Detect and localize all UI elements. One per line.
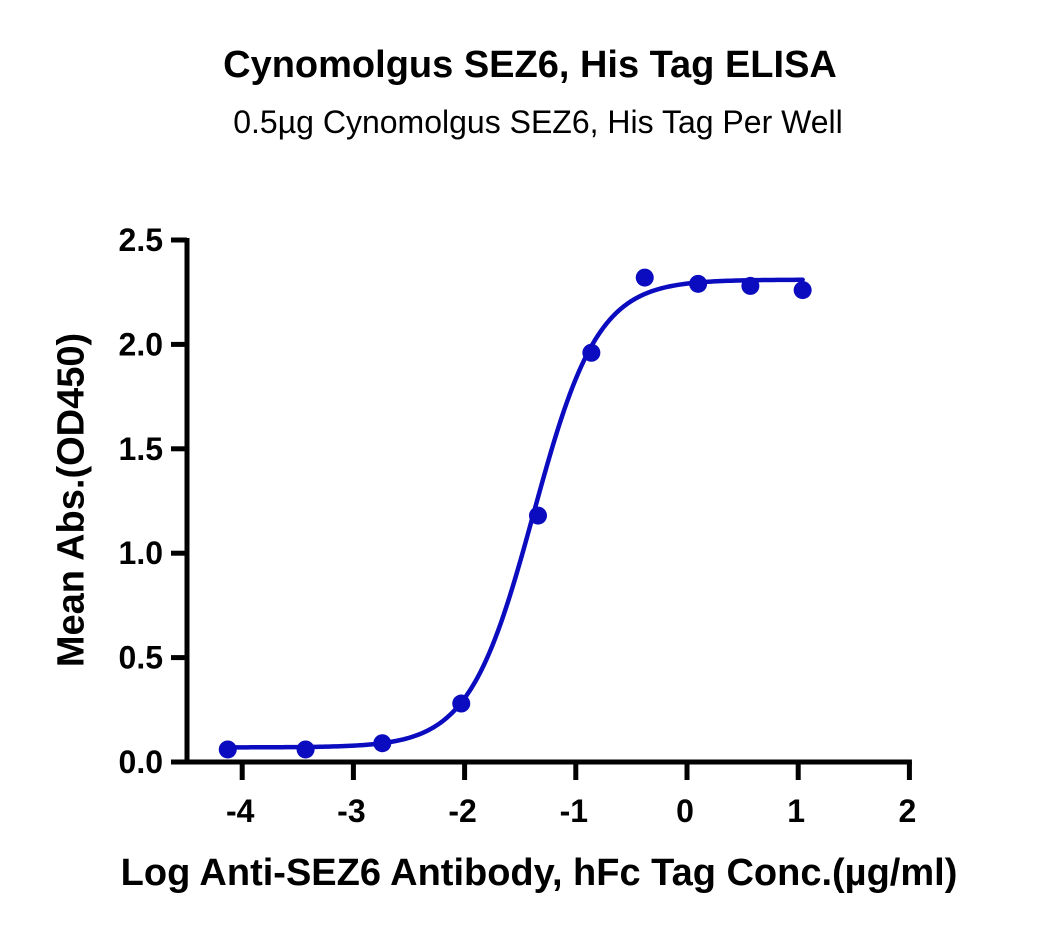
y-tick-label: 0.0 (119, 744, 163, 780)
x-tick-label: -2 (448, 793, 476, 829)
chart-subtitle: 0.5µg Cynomolgus SEZ6, His Tag Per Well (233, 104, 843, 140)
data-point (689, 274, 708, 293)
data-point (528, 506, 547, 525)
y-tick-label: 1.0 (119, 535, 163, 571)
axes: 0.0 0.5 1.0 1.5 2.0 2.5 -4 -3 -2 -1 0 1 2 (119, 222, 917, 829)
data-point (296, 740, 315, 759)
data-point (452, 694, 471, 713)
data-point (582, 343, 601, 362)
data-point (793, 281, 812, 300)
x-tick-label: -3 (337, 793, 365, 829)
y-tick-label: 1.5 (119, 431, 163, 467)
data-point (373, 734, 392, 753)
data-point (741, 276, 760, 295)
x-tick-label: 1 (787, 793, 805, 829)
data-point (218, 740, 237, 759)
x-tick-label: -4 (226, 793, 255, 829)
x-tick-label: 0 (676, 793, 694, 829)
x-tick-label: -1 (560, 793, 588, 829)
y-tick-label: 2.5 (119, 222, 163, 258)
data-point (635, 268, 654, 287)
y-tick-label: 2.0 (119, 326, 163, 362)
chart-title: Cynomolgus SEZ6, His Tag ELISA (223, 44, 837, 86)
fit-curve-path (225, 277, 805, 750)
fit-curve (225, 277, 805, 750)
y-tick-label: 0.5 (119, 640, 163, 676)
data-points (218, 268, 812, 759)
x-axis-label: Log Anti-SEZ6 Antibody, hFc Tag Conc.(µg… (120, 852, 958, 894)
x-tick-label: 2 (899, 793, 917, 829)
